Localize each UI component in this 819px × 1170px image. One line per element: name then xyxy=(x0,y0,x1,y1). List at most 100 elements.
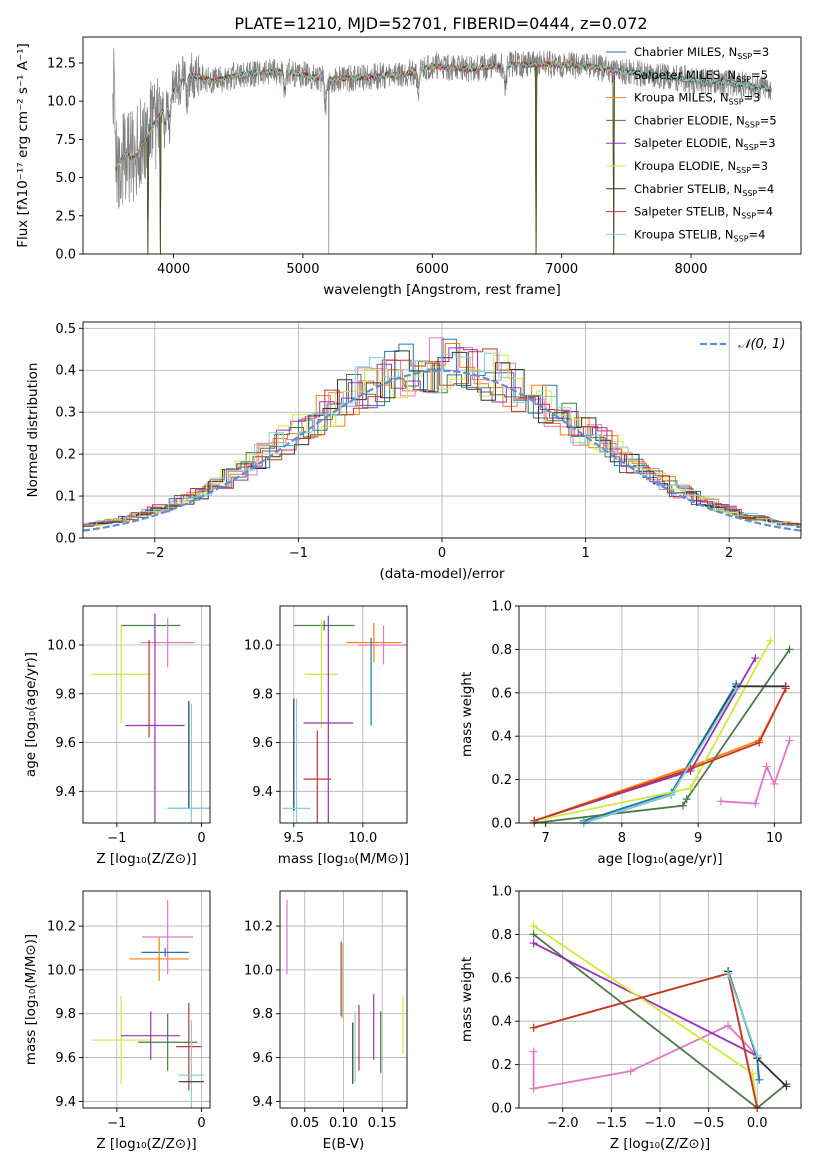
weight-vs-age-ytick-label-3: 0.6 xyxy=(491,686,512,701)
weight-vs-z-marker-1-3 xyxy=(724,1021,733,1030)
spectrum-legend-entry-6: Chabrier STELIB, NSSP=4 xyxy=(634,182,774,198)
weight-vs-age-marker-1-3 xyxy=(770,779,779,788)
weight-vs-age-xtick-label-1: 8 xyxy=(618,831,626,846)
mass-vs-z-xtick-label-0: −1 xyxy=(107,1116,126,1131)
weight-vs-age-marker-1-4 xyxy=(785,736,794,745)
spectrum-legend-tail-1: =5 xyxy=(751,68,768,82)
weight-vs-age-line-8 xyxy=(583,688,737,824)
weight-vs-age-marker-1-1 xyxy=(751,799,760,808)
mass-vs-ebv-xtick-label-1: 0.10 xyxy=(329,1116,358,1131)
weight-vs-age-marker-3-1 xyxy=(678,801,687,810)
weight-vs-z-marker-1-1 xyxy=(529,1084,538,1093)
weight-vs-age-line-1 xyxy=(720,740,791,805)
spectrum-legend-tail-4: =3 xyxy=(759,136,776,150)
weight-vs-age-marker-7-3 xyxy=(781,684,790,693)
spectrum-ytick-label-5: 12.5 xyxy=(47,56,76,71)
spectrum-frame xyxy=(82,36,802,255)
weight-vs-z-marker-3-0 xyxy=(529,930,538,939)
spectrum-model-line-2 xyxy=(114,60,617,254)
weight-vs-z-marker-8-1 xyxy=(753,1051,762,1060)
mass-vs-ebv-frame xyxy=(279,890,408,1109)
spectrum-legend-text-3: Chabrier ELODIE, N xyxy=(634,113,745,127)
spectrum-legend-tail-5: =3 xyxy=(751,159,768,173)
weight-vs-z-line-4 xyxy=(533,942,758,1057)
spectrum-ytick-label-3: 7.5 xyxy=(55,133,76,148)
age-vs-z-plot-area xyxy=(91,613,210,823)
weight-vs-z-ytick-label-4: 0.8 xyxy=(491,928,512,943)
age-vs-mass-xtick-label-0: 9.5 xyxy=(283,831,304,846)
weight-vs-z-frame xyxy=(518,890,802,1109)
spectrum-xtick-label-4: 8000 xyxy=(674,262,707,277)
mass-vs-ebv-xtick-label-2: 0.15 xyxy=(368,1116,397,1131)
weight-vs-age-panel: 7 8 9 10 0.0 0.2 0.4 0.6 0.8 1.0 age [log₁₀(age/yr… xyxy=(459,600,802,867)
spectrum-legend-sub-0: SSP xyxy=(737,52,752,61)
mass-vs-z-errorbar-7 xyxy=(178,1020,205,1108)
spectrum-legend-text-1: Salpeter MILES, N xyxy=(634,68,736,82)
weight-vs-age-line-0 xyxy=(583,683,737,822)
age-vs-z-xtick-label-0: −1 xyxy=(107,831,126,846)
mass-vs-ebv-ytick-label-1: 9.6 xyxy=(252,1051,273,1066)
weight-vs-z-marker-8-0 xyxy=(724,969,733,978)
mass-vs-ebv-ytick-label-2: 9.8 xyxy=(252,1007,273,1022)
age-vs-z-ylabel: age [log₁₀(age/yr)] xyxy=(23,652,39,777)
mass-vs-z-errorbar-4 xyxy=(121,1011,181,1060)
residual-hist-xtick-label-0: −2 xyxy=(145,546,164,561)
weight-vs-age-xtick-label-0: 7 xyxy=(542,831,550,846)
age-vs-mass-errorbar-0 xyxy=(293,620,355,631)
weight-vs-z-marker-7-0 xyxy=(529,1023,538,1032)
mass-vs-z-errorbar-6 xyxy=(176,1002,202,1091)
spectrum-xtick-label-2: 6000 xyxy=(416,262,449,277)
age-vs-mass-ytick-label-1: 9.6 xyxy=(252,736,273,751)
weight-vs-age-line-7 xyxy=(533,688,787,822)
spectrum-legend-entry-5: Kroupa ELODIE, NSSP=3 xyxy=(634,159,768,175)
residual-hist-ytick-label-4: 0.4 xyxy=(55,364,76,379)
weight-vs-age-marker-3-3 xyxy=(785,645,794,654)
weight-vs-age-ytick-label-4: 0.8 xyxy=(491,643,512,658)
spectrum-plot-area xyxy=(112,47,772,254)
residual-hist-xtick-label-2: 0 xyxy=(438,546,446,561)
weight-vs-age-line-4 xyxy=(533,657,757,822)
age-vs-z-xlabel: Z [log₁₀(Z/Z⊙)] xyxy=(96,851,196,867)
residual-hist-legend-label: 𝒩(0, 1) xyxy=(738,337,785,352)
weight-vs-age-xtick-label-3: 10 xyxy=(766,831,783,846)
age-vs-z-ytick-label-2: 9.8 xyxy=(55,687,76,702)
spectrum-legend-tail-7: =4 xyxy=(756,205,773,219)
age-vs-z-ytick-label-3: 10.0 xyxy=(47,639,76,654)
residual-hist-xtick-label-1: −1 xyxy=(289,546,308,561)
weight-vs-age-marker-7-0 xyxy=(530,816,539,825)
mass-vs-ebv-panel: 0.05 0.10 0.15 9.4 9.6 9.8 10.0 10.2 E(B-V) xyxy=(244,890,408,1152)
weight-vs-age-ytick-label-5: 1.0 xyxy=(491,600,512,615)
mass-vs-z-ytick-label-3: 10.0 xyxy=(47,963,76,978)
age-vs-mass-frame xyxy=(279,605,408,824)
spectrum-legend-text-7: Salpeter STELIB, N xyxy=(634,205,741,219)
weight-vs-z-ytick-label-3: 0.6 xyxy=(491,971,512,986)
weight-vs-z-line-1 xyxy=(532,1024,758,1090)
weight-vs-age-marker-8-1 xyxy=(667,790,676,799)
residual-hist-xlabel: (data-model)/error xyxy=(379,566,505,582)
age-vs-z-frame xyxy=(82,605,211,824)
mass-vs-z-plot-area xyxy=(91,899,205,1108)
spectrum-legend-tail-2: =3 xyxy=(744,91,761,105)
mass-vs-z-ytick-label-4: 10.2 xyxy=(47,920,76,935)
mass-vs-z-panel: −1 0 9.4 9.6 9.8 10.0 10.2 Z [log₁₀(Z/Z⊙)] mass … xyxy=(23,890,211,1152)
mass-vs-z-errorbar-1 xyxy=(141,947,189,957)
weight-vs-z-xtick-label-1: −1.5 xyxy=(596,1116,628,1131)
age-vs-mass-xlabel: mass [log₁₀(M/M⊙)] xyxy=(278,851,409,867)
weight-vs-age-marker-7-2 xyxy=(755,738,764,747)
spectrum-panel: 4000 5000 6000 7000 8000 0.0 2.5 5.0 7.5 10.0 12.5… xyxy=(15,36,802,298)
weight-vs-age-xtick-label-2: 9 xyxy=(694,831,702,846)
spectrum-ylabel: Flux [fλ10⁻¹⁷ erg cm⁻² s⁻¹ A⁻¹] xyxy=(15,43,31,248)
age-vs-mass-xtick-label-1: 10.0 xyxy=(348,831,377,846)
spectrum-legend-text-0: Chabrier MILES, N xyxy=(634,45,737,59)
mass-vs-z-xtick-label-1: 0 xyxy=(197,1116,205,1131)
spectrum-legend-sub-6: SSP xyxy=(742,189,757,198)
spectrum-legend-text-6: Chabrier STELIB, N xyxy=(634,182,742,196)
weight-vs-z-ylabel: mass weight xyxy=(459,957,475,1042)
weight-vs-z-marker-1-2 xyxy=(626,1067,635,1076)
spectrum-legend-tail-3: =5 xyxy=(760,113,777,127)
weight-vs-z-ytick-label-5: 1.0 xyxy=(491,885,512,900)
weight-vs-z-ytick-label-2: 0.4 xyxy=(491,1015,512,1030)
spectrum-legend-entry-1: Salpeter MILES, NSSP=5 xyxy=(634,68,768,84)
residual-hist-frame xyxy=(82,321,802,539)
spectrum-legend-tail-0: =3 xyxy=(752,45,769,59)
